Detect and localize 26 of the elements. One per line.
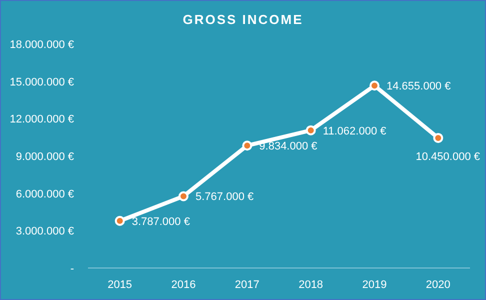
y-tick-label: 18.000.000 €	[10, 39, 74, 51]
data-label: 14.655.000 €	[386, 80, 451, 93]
y-tick-label: -	[70, 263, 74, 275]
point	[370, 80, 380, 91]
x-tick-label: 2015	[108, 279, 132, 291]
x-tick-label: 2018	[298, 279, 324, 291]
point	[114, 216, 125, 226]
y-tick-label: 6.000.000 €	[16, 188, 74, 200]
y-tick-label: 9.000.000 €	[16, 151, 74, 163]
x-tick-label: 2019	[362, 279, 387, 291]
point	[433, 132, 444, 143]
x-tick-label: 2016	[171, 279, 196, 291]
data-label: 9.834.000 €	[259, 140, 318, 153]
x-tick-label: 2017	[234, 279, 260, 291]
data-label: 11.062.000 €	[322, 125, 386, 138]
y-tick-label: 15.000.000 €	[10, 76, 74, 88]
y-tick-label: 12.000.000 €	[10, 114, 74, 126]
data-label: 5.767.000 €	[196, 191, 254, 204]
data-label: 3.787.000 €	[132, 216, 190, 228]
chart-title: GROSS INCOME	[182, 12, 304, 27]
x-tick-label: 2020	[426, 279, 450, 291]
point	[242, 140, 252, 151]
point	[306, 125, 316, 136]
data-label: 10.450.000 €	[416, 150, 480, 163]
point	[178, 191, 188, 202]
y-tick-label: 3.000.000 €	[16, 226, 74, 238]
